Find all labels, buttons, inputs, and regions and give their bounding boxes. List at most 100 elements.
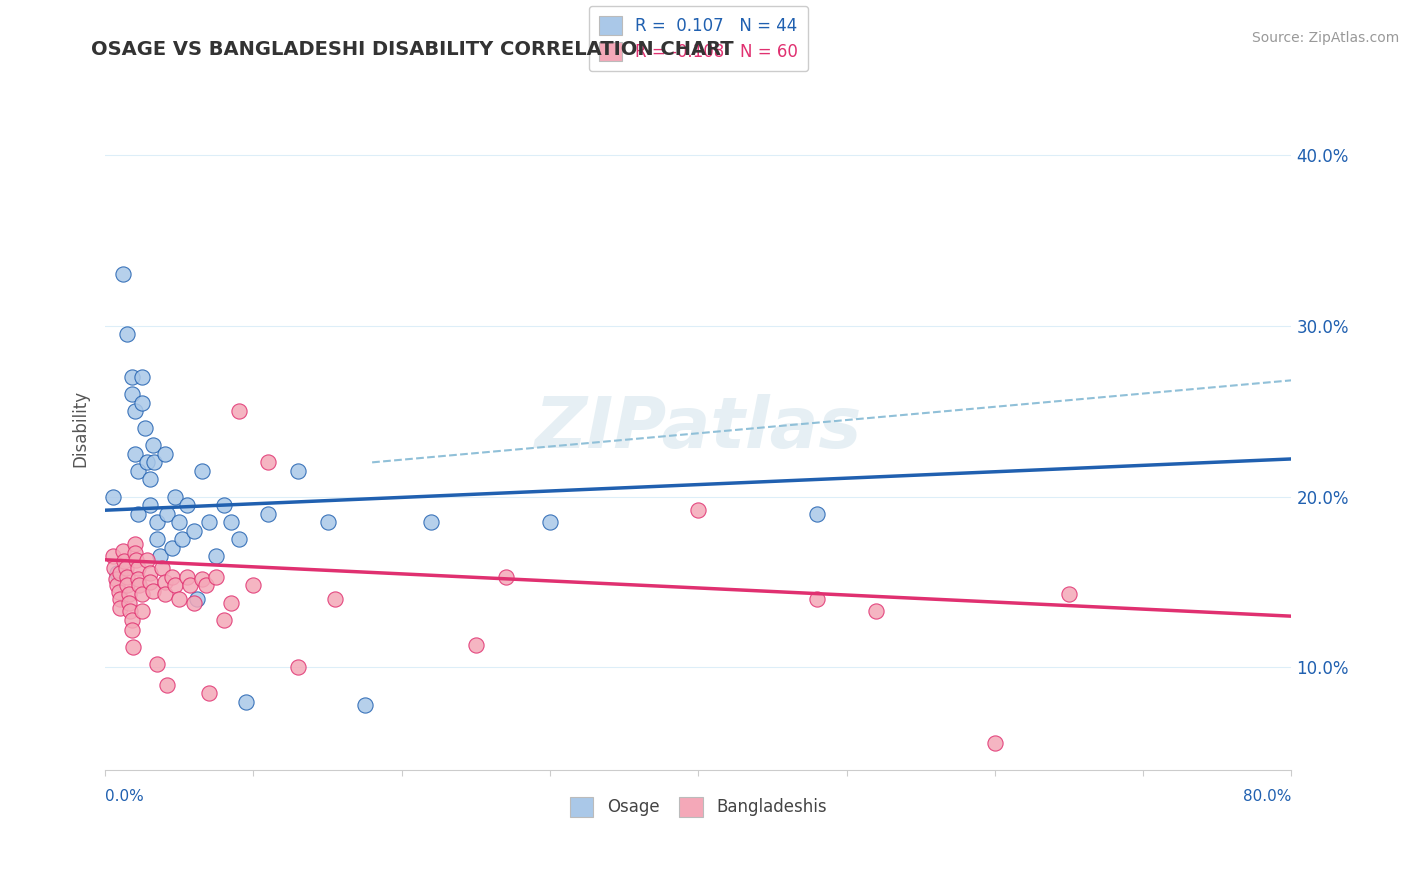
- Point: [169, 592, 191, 607]
- Point: [131, 395, 153, 409]
- Point: [538, 515, 561, 529]
- Point: [198, 686, 221, 700]
- Point: [806, 592, 828, 607]
- Point: [124, 404, 146, 418]
- Point: [114, 554, 136, 568]
- Point: [176, 570, 198, 584]
- Point: [135, 455, 157, 469]
- Point: [146, 657, 169, 671]
- Point: [186, 592, 208, 607]
- Point: [172, 533, 194, 547]
- Point: [198, 515, 221, 529]
- Point: [212, 613, 235, 627]
- Point: [464, 638, 486, 652]
- Point: [353, 698, 375, 712]
- Point: [190, 572, 212, 586]
- Point: [190, 464, 212, 478]
- Point: [205, 549, 228, 564]
- Point: [121, 613, 143, 627]
- Point: [146, 515, 169, 529]
- Point: [495, 570, 517, 584]
- Point: [108, 600, 131, 615]
- Point: [205, 570, 228, 584]
- Point: [111, 544, 134, 558]
- Point: [287, 464, 309, 478]
- Point: [142, 438, 165, 452]
- Point: [138, 566, 160, 581]
- Text: 80.0%: 80.0%: [1243, 789, 1292, 804]
- Point: [143, 455, 166, 469]
- Point: [806, 507, 828, 521]
- Point: [138, 498, 160, 512]
- Text: 0.0%: 0.0%: [105, 789, 143, 804]
- Point: [124, 447, 146, 461]
- Point: [195, 578, 218, 592]
- Point: [163, 490, 186, 504]
- Point: [153, 447, 176, 461]
- Point: [183, 524, 205, 538]
- Point: [156, 507, 179, 521]
- Point: [111, 268, 134, 282]
- Point: [212, 498, 235, 512]
- Point: [127, 464, 149, 478]
- Point: [127, 507, 149, 521]
- Point: [169, 515, 191, 529]
- Point: [125, 553, 148, 567]
- Point: [219, 515, 242, 529]
- Point: [117, 327, 139, 342]
- Point: [149, 549, 172, 564]
- Point: [128, 578, 150, 592]
- Text: ZIPatlas: ZIPatlas: [534, 393, 862, 463]
- Point: [103, 561, 125, 575]
- Point: [124, 537, 146, 551]
- Point: [156, 677, 179, 691]
- Legend: Osage, Bangladeshis: Osage, Bangladeshis: [564, 790, 834, 823]
- Point: [131, 587, 153, 601]
- Point: [127, 572, 149, 586]
- Point: [150, 561, 173, 575]
- Point: [121, 623, 143, 637]
- Point: [153, 587, 176, 601]
- Point: [131, 370, 153, 384]
- Point: [160, 570, 183, 584]
- Point: [228, 533, 250, 547]
- Point: [122, 640, 145, 654]
- Point: [183, 595, 205, 609]
- Point: [257, 455, 280, 469]
- Point: [118, 587, 141, 601]
- Point: [135, 553, 157, 567]
- Point: [176, 498, 198, 512]
- Point: [118, 595, 141, 609]
- Point: [138, 574, 160, 589]
- Y-axis label: Disability: Disability: [72, 390, 89, 467]
- Text: OSAGE VS BANGLADESHI DISABILITY CORRELATION CHART: OSAGE VS BANGLADESHI DISABILITY CORRELAT…: [91, 40, 734, 59]
- Point: [865, 604, 887, 618]
- Text: Source: ZipAtlas.com: Source: ZipAtlas.com: [1251, 31, 1399, 45]
- Point: [984, 736, 1007, 750]
- Point: [146, 533, 169, 547]
- Point: [287, 660, 309, 674]
- Point: [160, 541, 183, 555]
- Point: [316, 515, 339, 529]
- Point: [115, 561, 138, 575]
- Point: [120, 604, 142, 618]
- Point: [242, 578, 264, 592]
- Point: [105, 578, 128, 592]
- Point: [104, 572, 127, 586]
- Point: [121, 387, 143, 401]
- Point: [108, 592, 131, 607]
- Point: [117, 570, 139, 584]
- Point: [257, 507, 280, 521]
- Point: [124, 546, 146, 560]
- Point: [142, 583, 165, 598]
- Point: [153, 574, 176, 589]
- Point: [163, 578, 186, 592]
- Point: [134, 421, 156, 435]
- Point: [108, 566, 131, 581]
- Point: [127, 561, 149, 575]
- Point: [117, 578, 139, 592]
- Point: [228, 404, 250, 418]
- Point: [219, 595, 242, 609]
- Point: [1057, 587, 1080, 601]
- Point: [420, 515, 443, 529]
